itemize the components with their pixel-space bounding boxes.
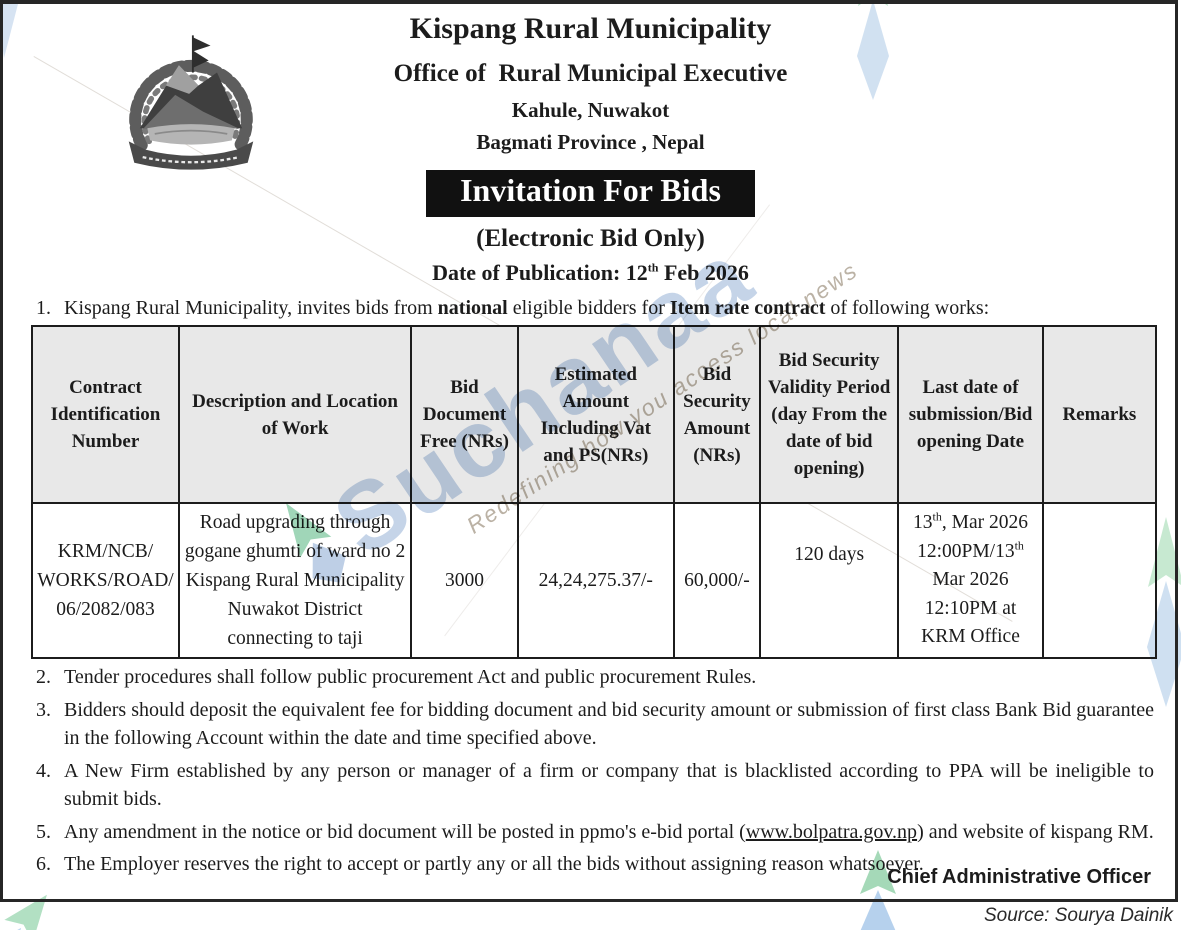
intro-text: Kispang Rural Municipality, invites bids… bbox=[64, 297, 989, 320]
note-text-part: ) and website of kispang RM. bbox=[917, 820, 1154, 843]
org-address: Kahule, Nuwakot bbox=[511, 98, 670, 122]
col-header-description: Description and Location of Work bbox=[179, 327, 413, 504]
banner-row: Invitation For Bids bbox=[0, 170, 1181, 217]
last-date-superscript: th bbox=[1014, 538, 1024, 552]
col-header-bid-security-amount: Bid Security Amount (NRs) bbox=[674, 327, 762, 504]
note-number: 4. bbox=[36, 759, 51, 782]
invitation-banner: Invitation For Bids bbox=[426, 170, 755, 217]
col-header-validity-period: Bid Security Validity Period (day From t… bbox=[761, 327, 900, 504]
contract-id-line: WORKS/ROAD/ bbox=[37, 570, 174, 591]
bid-mode-line: (Electronic Bid Only) bbox=[476, 225, 705, 252]
contract-id-line: 06/2082/083 bbox=[56, 599, 155, 620]
org-province: Bagmati Province , Nepal bbox=[476, 130, 705, 154]
last-date-text: 12:00PM/13 bbox=[917, 540, 1015, 562]
note-number: 6. bbox=[36, 853, 51, 875]
cell-bid-security-amount: 60,000/- bbox=[675, 504, 762, 657]
last-date-line: 12:00PM/13th bbox=[917, 538, 1024, 567]
cell-estimated-amount: 24,24,275.37/- bbox=[519, 504, 675, 657]
cell-remarks bbox=[1044, 504, 1155, 657]
last-date-superscript: th bbox=[932, 509, 942, 524]
note-item-6: 6. The Employer reserves the right to ac… bbox=[36, 850, 1154, 879]
last-date-line: Mar 2026 bbox=[932, 569, 1009, 590]
publication-date-line: Date of Publication: 12th Feb 2026 bbox=[0, 260, 1181, 286]
source-credit: Source: Sourya Dainik bbox=[983, 905, 1173, 926]
col-header-contract-id: Contract Identification Number bbox=[33, 327, 180, 504]
municipality-emblem-icon bbox=[128, 35, 254, 170]
last-date-line: 12:10PM at bbox=[924, 597, 1017, 619]
notes-list: 2. Tender procedures shall follow public… bbox=[36, 663, 1154, 883]
last-date-line: 13th, Mar 2026 bbox=[913, 509, 1028, 538]
note-item-5: 5. Any amendment in the notice or bid do… bbox=[36, 818, 1154, 847]
cell-contract-id: KRM/NCB/ WORKS/ROAD/ 06/2082/083 bbox=[33, 504, 180, 657]
bolpatra-portal-link[interactable]: www.bolpatra.gov.np bbox=[745, 820, 918, 843]
publication-date-rest: Feb 2026 bbox=[658, 260, 749, 285]
publication-date-text: Date of Publication: 12 bbox=[432, 260, 648, 285]
note-text: Tender procedures shall follow public pr… bbox=[64, 666, 757, 688]
decor-leaf-bottom-left bbox=[0, 894, 47, 930]
col-header-last-date: Last date of submission/Bid opening Date bbox=[899, 327, 1044, 504]
note-number: 3. bbox=[36, 698, 51, 721]
org-office: Office of Rural Municipal Executive bbox=[393, 60, 788, 87]
cell-bid-document-fee: 3000 bbox=[412, 504, 519, 657]
cell-last-date: 13th, Mar 2026 12:00PM/13th Mar 2026 12:… bbox=[899, 504, 1044, 657]
publication-date-superscript: th bbox=[647, 260, 659, 275]
cell-validity-period: 120 days bbox=[761, 504, 900, 657]
note-text: A New Firm established by any person or … bbox=[64, 759, 1154, 811]
note-text-part: Any amendment in the notice or bid docum… bbox=[64, 820, 746, 843]
intro-number: 1. bbox=[36, 297, 51, 319]
intro-line: 1. Kispang Rural Municipality, invites b… bbox=[36, 297, 1155, 320]
intro-bold-contract-type: Item rate contract bbox=[669, 297, 826, 319]
intro-text-part: of following works: bbox=[825, 297, 990, 319]
note-item-4: 4. A New Firm established by any person … bbox=[36, 757, 1154, 814]
note-item-3: 3. Bidders should deposit the equivalent… bbox=[36, 696, 1154, 753]
last-date-text: , Mar 2026 bbox=[941, 512, 1028, 533]
note-text: Any amendment in the notice or bid docum… bbox=[64, 818, 1154, 847]
contract-id-line: KRM/NCB/ bbox=[57, 541, 154, 562]
col-header-remarks: Remarks bbox=[1043, 327, 1155, 504]
col-header-bid-document-fee: Bid Document Free (NRs) bbox=[412, 327, 519, 504]
org-title: Kispang Rural Municipality bbox=[409, 12, 772, 45]
col-header-estimated-amount: Estimated Amount Including Vat and PS(NR… bbox=[518, 327, 675, 504]
note-number: 2. bbox=[36, 666, 51, 688]
note-text: The Employer reserves the right to accep… bbox=[64, 853, 924, 875]
signatory-title: Chief Administrative Officer bbox=[887, 866, 1151, 888]
cell-description: Road upgrading through gogane ghumti of … bbox=[180, 504, 413, 657]
last-date-line: KRM Office bbox=[921, 626, 1020, 647]
last-date-text: 13 bbox=[913, 512, 933, 533]
note-text: Bidders should deposit the equivalent fe… bbox=[64, 698, 1154, 750]
intro-text-part: eligible bidders for bbox=[507, 297, 670, 319]
bids-table: Contract Identification Number Descripti… bbox=[31, 325, 1157, 659]
note-number: 5. bbox=[36, 820, 51, 843]
note-item-2: 2. Tender procedures shall follow public… bbox=[36, 663, 1154, 692]
intro-bold-national: national bbox=[437, 297, 508, 319]
intro-text-part: Kispang Rural Municipality, invites bids… bbox=[64, 297, 438, 319]
